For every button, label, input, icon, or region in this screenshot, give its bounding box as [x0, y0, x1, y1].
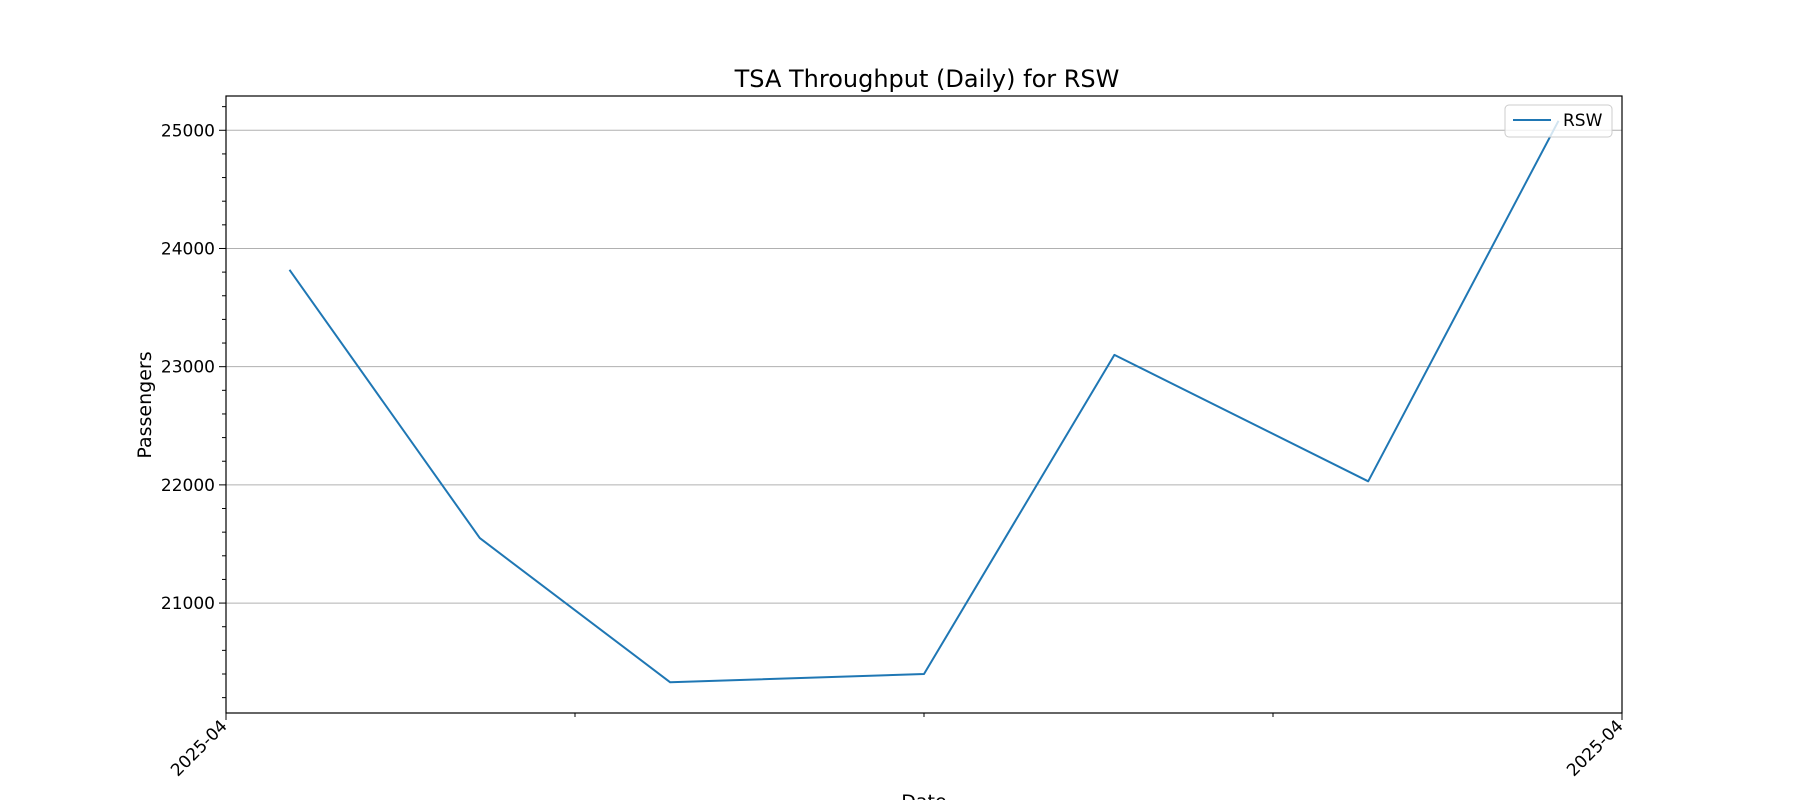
series-layer [288, 120, 1560, 684]
plot-frame [225, 95, 1623, 714]
legend: RSW [1504, 104, 1613, 138]
legend-label-rsw: RSW [1563, 111, 1603, 131]
y-tick-label: 23000 [161, 358, 215, 378]
y-tick-label: 22000 [161, 476, 215, 496]
x-axis-label: Date [901, 791, 946, 800]
minor-tick-layer [222, 106, 226, 699]
legend-box [1504, 104, 1613, 138]
y-tick-label: 25000 [161, 121, 215, 141]
y-axis-label: Passengers [134, 351, 156, 458]
y-tick-label: 21000 [161, 594, 215, 614]
y-tick-label: 24000 [161, 239, 215, 259]
grid-layer [226, 129, 1622, 604]
chart-title: TSA Throughput (Daily) for RSW [734, 65, 1120, 93]
series-line-rsw [288, 120, 1560, 684]
y-tick-layer: 21000 22000 23000 24000 25000 [161, 121, 226, 614]
